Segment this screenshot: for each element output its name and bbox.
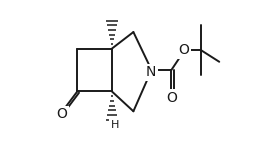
Text: O: O [178,43,189,57]
Text: N: N [146,66,157,79]
Text: O: O [57,107,67,121]
Text: O: O [166,91,177,105]
Text: H: H [111,120,120,130]
